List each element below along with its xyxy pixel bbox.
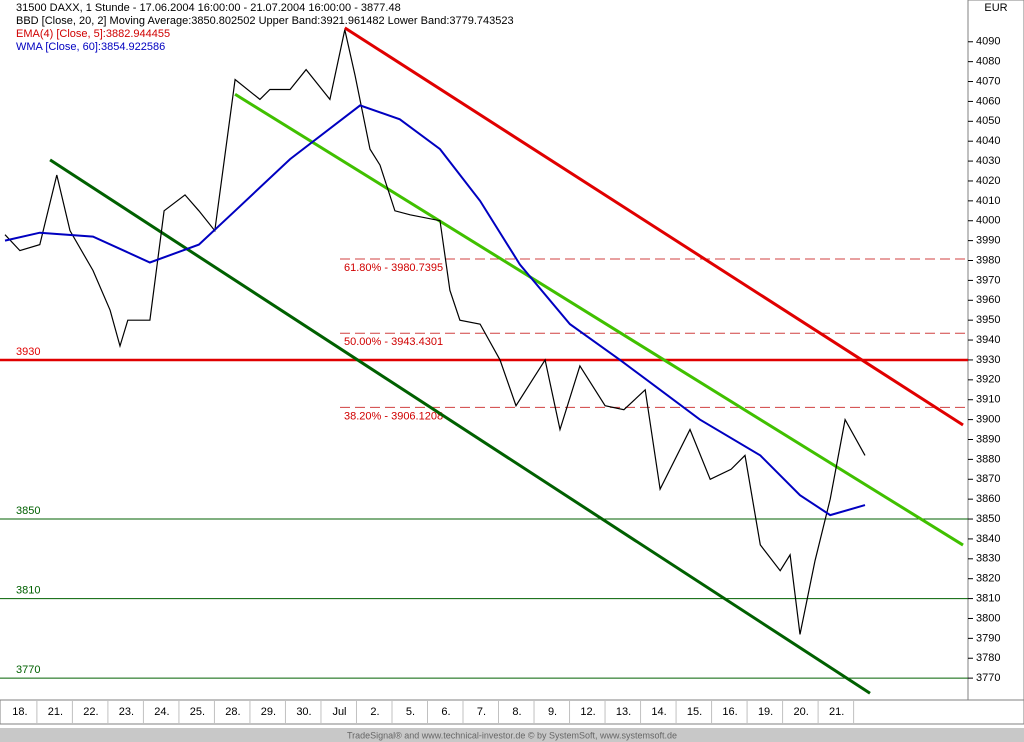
y-tick-label: 4060 bbox=[976, 95, 1000, 107]
y-tick-label: 3770 bbox=[976, 672, 1000, 684]
y-tick-label: 3970 bbox=[976, 274, 1000, 286]
y-tick-label: 4070 bbox=[976, 75, 1000, 87]
series-line bbox=[4, 29, 866, 635]
footer-bar bbox=[0, 728, 1024, 742]
chart-title: 31500 DAXX, 1 Stunde - 17.06.2004 16:00:… bbox=[16, 2, 401, 14]
indicator-label: WMA [Close, 60]:3854.922586 bbox=[16, 41, 165, 53]
y-tick-label: 3830 bbox=[976, 553, 1000, 565]
y-tick-label: 3920 bbox=[976, 374, 1000, 386]
y-tick-label: 3950 bbox=[976, 314, 1000, 326]
y-tick-label: 3980 bbox=[976, 254, 1000, 266]
fib-label: 50.00% - 3943.4301 bbox=[344, 336, 443, 348]
y-tick-label: 3790 bbox=[976, 632, 1000, 644]
y-tick-label: 3800 bbox=[976, 612, 1000, 624]
series-line bbox=[4, 104, 866, 517]
x-tick-label: 21. bbox=[48, 706, 63, 718]
level-label: 3930 bbox=[16, 346, 40, 358]
y-axis-panel bbox=[967, 0, 1024, 701]
x-tick-label: 14. bbox=[651, 706, 666, 718]
level-label: 3770 bbox=[16, 664, 40, 676]
x-tick-label: Jul bbox=[332, 706, 346, 718]
y-tick-label: 4000 bbox=[976, 215, 1000, 227]
x-tick-label: 9. bbox=[548, 706, 557, 718]
y-tick-label: 4090 bbox=[976, 36, 1000, 48]
y-tick-label: 3810 bbox=[976, 592, 1000, 604]
x-tick-label: 12. bbox=[580, 706, 595, 718]
fib-label: 38.20% - 3906.1208 bbox=[344, 410, 443, 422]
y-tick-label: 3900 bbox=[976, 414, 1000, 426]
x-tick-label: 20. bbox=[793, 706, 808, 718]
y-tick-label: 3960 bbox=[976, 294, 1000, 306]
trend-line bbox=[343, 26, 964, 427]
y-tick-label: 3820 bbox=[976, 573, 1000, 585]
level-label: 3850 bbox=[16, 505, 40, 517]
x-tick-label: 6. bbox=[441, 706, 450, 718]
x-tick-label: 8. bbox=[512, 706, 521, 718]
x-tick-label: 2. bbox=[370, 706, 379, 718]
x-tick-label: 29. bbox=[261, 706, 276, 718]
x-tick-label: 16. bbox=[722, 706, 737, 718]
y-tick-label: 3880 bbox=[976, 453, 1000, 465]
x-tick-label: 25. bbox=[190, 706, 205, 718]
x-tick-label: 30. bbox=[296, 706, 311, 718]
y-tick-label: 3860 bbox=[976, 493, 1000, 505]
x-tick-label: 18. bbox=[12, 706, 27, 718]
x-tick-label: 5. bbox=[406, 706, 415, 718]
x-tick-label: 28. bbox=[225, 706, 240, 718]
y-tick-label: 4050 bbox=[976, 115, 1000, 127]
y-tick-label: 4080 bbox=[976, 56, 1000, 68]
y-tick-label: 3990 bbox=[976, 235, 1000, 247]
x-tick-label: 7. bbox=[477, 706, 486, 718]
x-tick-label: 21. bbox=[829, 706, 844, 718]
y-tick-label: 4010 bbox=[976, 195, 1000, 207]
trend-line bbox=[234, 92, 964, 547]
indicator-label: BBD [Close, 20, 2] Moving Average:3850.8… bbox=[16, 15, 514, 27]
x-tick-label: 19. bbox=[758, 706, 773, 718]
fib-label: 61.80% - 3980.7395 bbox=[344, 262, 443, 274]
x-tick-label: 23. bbox=[119, 706, 134, 718]
y-tick-label: 3930 bbox=[976, 354, 1000, 366]
y-tick-label: 4030 bbox=[976, 155, 1000, 167]
y-tick-label: 3940 bbox=[976, 334, 1000, 346]
y-tick-label: 3910 bbox=[976, 394, 1000, 406]
y-tick-label: 3850 bbox=[976, 513, 1000, 525]
x-tick-label: 13. bbox=[616, 706, 631, 718]
footer: TradeSignal® and www.technical-investor.… bbox=[347, 730, 677, 740]
currency: EUR bbox=[984, 2, 1007, 14]
y-tick-label: 3780 bbox=[976, 652, 1000, 664]
y-tick-label: 3870 bbox=[976, 473, 1000, 485]
y-tick-label: 4020 bbox=[976, 175, 1000, 187]
y-tick-label: 3840 bbox=[976, 533, 1000, 545]
x-tick-label: 22. bbox=[83, 706, 98, 718]
x-tick-label: 24. bbox=[154, 706, 169, 718]
level-label: 3810 bbox=[16, 584, 40, 596]
indicator-label: EMA(4) [Close, 5]:3882.944455 bbox=[16, 28, 170, 40]
y-tick-label: 4040 bbox=[976, 135, 1000, 147]
y-tick-label: 3890 bbox=[976, 433, 1000, 445]
x-tick-label: 15. bbox=[687, 706, 702, 718]
